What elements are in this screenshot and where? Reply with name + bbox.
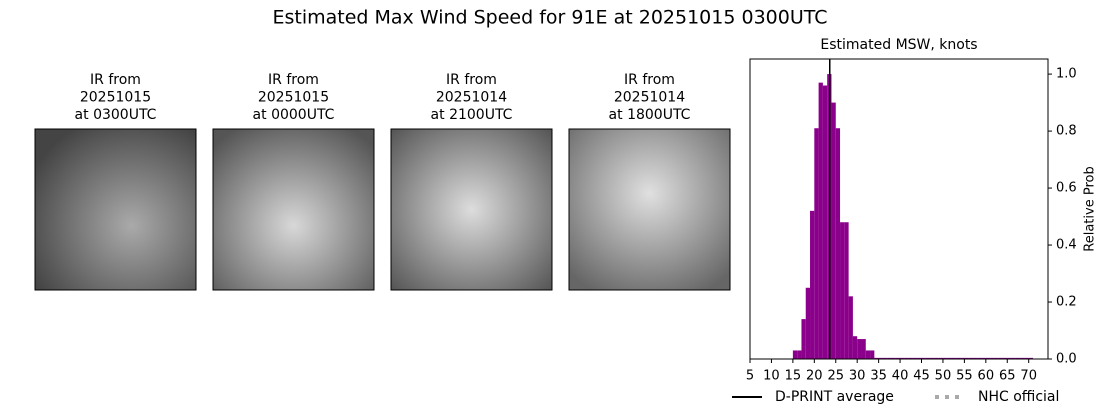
bar — [814, 128, 819, 359]
bar — [998, 357, 1003, 359]
bar — [951, 357, 956, 359]
bar — [921, 357, 926, 359]
ir-images — [34, 128, 731, 291]
x-tick-label: 25 — [827, 369, 844, 384]
y-tick-label: 0.2 — [1056, 295, 1077, 310]
bar — [985, 357, 991, 359]
bar — [870, 350, 875, 359]
bar — [981, 357, 986, 359]
y-tick-label: 0.0 — [1056, 352, 1077, 367]
bar — [964, 357, 969, 359]
bar — [1007, 357, 1012, 359]
ir-image — [390, 128, 553, 291]
panel-label: 20251015 — [80, 90, 151, 106]
panel-label: at 1800UTC — [609, 107, 691, 123]
bar — [831, 102, 836, 359]
ir-image — [568, 128, 731, 291]
panel-label: at 2100UTC — [431, 107, 513, 123]
bar — [972, 357, 978, 359]
bar — [840, 222, 845, 359]
x-tick-label: 35 — [870, 369, 887, 384]
bar — [1015, 357, 1021, 359]
y-axis-label: Relative Prob — [1083, 166, 1098, 251]
bar — [968, 357, 973, 359]
bar — [822, 85, 828, 359]
panel-label: at 0000UTC — [253, 107, 335, 123]
legend-label: D-PRINT average — [775, 389, 894, 405]
bar — [930, 357, 935, 359]
bar — [818, 82, 823, 359]
bar — [895, 357, 901, 359]
panel-label: IR from — [90, 72, 141, 88]
x-tick-label: 55 — [956, 369, 973, 384]
bar — [990, 357, 995, 359]
bar — [810, 210, 815, 359]
bar — [865, 350, 871, 359]
bar — [887, 357, 892, 359]
bar — [938, 357, 943, 359]
bar — [917, 357, 922, 359]
x-tick-label: 65 — [999, 369, 1016, 384]
bar — [1011, 357, 1016, 359]
bar — [908, 357, 913, 359]
bar — [994, 357, 999, 359]
ir-image — [212, 128, 375, 291]
legend-label: NHC official — [978, 389, 1059, 405]
panel-label: 20251015 — [258, 90, 329, 106]
chart-title: Estimated MSW, knots — [820, 37, 977, 53]
bar — [857, 339, 862, 359]
y-tick-label: 0.8 — [1056, 124, 1077, 139]
bar — [925, 357, 931, 359]
panel-label: IR from — [446, 72, 497, 88]
bar — [1020, 357, 1025, 359]
bar — [1002, 357, 1008, 359]
bar — [882, 357, 888, 359]
x-tick-label: 60 — [978, 369, 995, 384]
x-tick-label: 45 — [913, 369, 930, 384]
x-tick-label: 30 — [849, 369, 866, 384]
panel-label: IR from — [624, 72, 675, 88]
bar — [977, 357, 982, 359]
bar — [900, 357, 905, 359]
bar — [861, 339, 866, 359]
bar — [912, 357, 918, 359]
y-tick-label: 0.4 — [1056, 238, 1077, 253]
ir-image — [34, 128, 197, 291]
bar — [1028, 357, 1033, 359]
bar — [891, 357, 896, 359]
plot-frame — [749, 58, 1049, 360]
bar — [852, 336, 858, 359]
x-tick-label: 20 — [806, 369, 823, 384]
page-title: Estimated Max Wind Speed for 91E at 2025… — [272, 7, 827, 29]
panel-label: 20251014 — [614, 90, 685, 106]
bar — [955, 357, 961, 359]
bar — [835, 128, 841, 359]
bar — [874, 357, 879, 359]
bar — [934, 357, 939, 359]
panel-label: at 0300UTC — [75, 107, 157, 123]
x-tick-label: 50 — [935, 369, 952, 384]
bar — [848, 296, 853, 359]
bar — [792, 350, 798, 359]
bar — [797, 350, 802, 359]
bar — [878, 357, 883, 359]
bar — [805, 287, 811, 359]
x-tick-label: 10 — [763, 369, 780, 384]
x-tick-label: 40 — [892, 369, 909, 384]
panel-label: 20251014 — [436, 90, 507, 106]
bar — [947, 357, 952, 359]
bar — [904, 357, 909, 359]
y-tick-label: 1.0 — [1056, 67, 1077, 82]
bar — [1024, 357, 1029, 359]
x-tick-label: 5 — [746, 369, 754, 384]
bar — [801, 319, 806, 359]
bar — [960, 357, 965, 359]
x-tick-label: 70 — [1020, 369, 1037, 384]
bar — [844, 222, 849, 359]
x-tick-label: 15 — [785, 369, 802, 384]
y-tick-label: 0.6 — [1056, 181, 1077, 196]
bar — [942, 357, 948, 359]
panel-label: IR from — [268, 72, 319, 88]
